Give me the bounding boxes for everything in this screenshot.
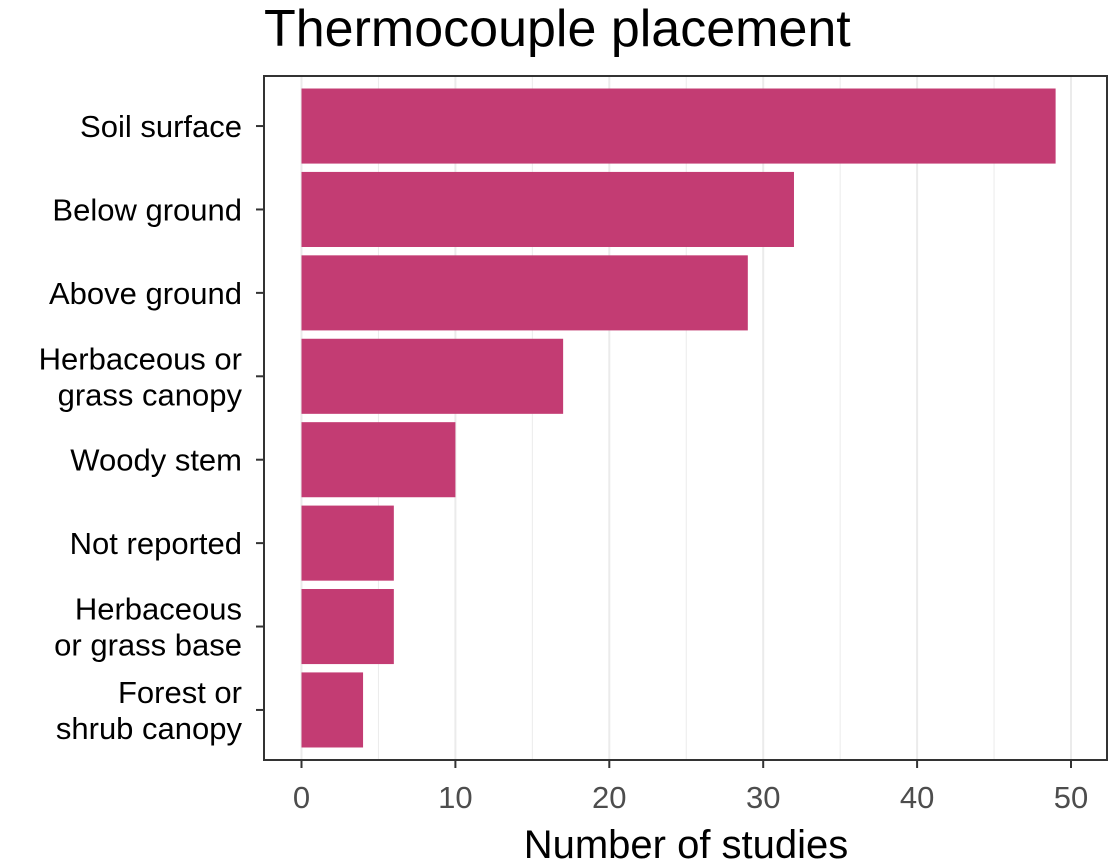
x-tick-label: 20 <box>592 780 626 815</box>
y-tick-label: Forest or <box>118 675 242 710</box>
x-tick-label: 0 <box>293 780 310 815</box>
bar <box>301 255 748 331</box>
y-tick-label: Not reported <box>70 526 242 561</box>
y-tick-label: Soil surface <box>80 109 242 144</box>
x-tick-label: 10 <box>438 780 472 815</box>
bar <box>301 171 794 247</box>
y-tick-label: Below ground <box>52 192 242 227</box>
y-tick-label: grass canopy <box>58 377 243 412</box>
plot-panel-border <box>263 75 1108 761</box>
x-tick-label: 30 <box>746 780 780 815</box>
y-tick-label: shrub canopy <box>56 711 243 746</box>
bar <box>301 672 364 748</box>
bar <box>301 505 394 581</box>
bars <box>301 88 1056 748</box>
x-tick-label: 50 <box>1054 780 1088 815</box>
x-axis: 0 10 20 30 40 50 <box>293 760 1088 815</box>
bar <box>301 88 1056 164</box>
bar <box>301 422 456 498</box>
y-tick-label: or grass base <box>54 628 242 663</box>
x-axis-label: Number of studies <box>524 823 849 864</box>
y-tick-label: Woody stem <box>70 443 242 478</box>
x-tick-label: 40 <box>900 780 934 815</box>
y-tick-label: Herbaceous or <box>39 341 242 376</box>
y-tick-label: Above ground <box>49 276 242 311</box>
y-axis: Soil surface Below ground Above ground Herb… <box>39 109 264 746</box>
bar <box>301 338 564 414</box>
y-tick-label: Herbaceous <box>75 592 242 627</box>
chart-title: Thermocouple placement <box>264 0 851 58</box>
bar <box>301 589 394 665</box>
